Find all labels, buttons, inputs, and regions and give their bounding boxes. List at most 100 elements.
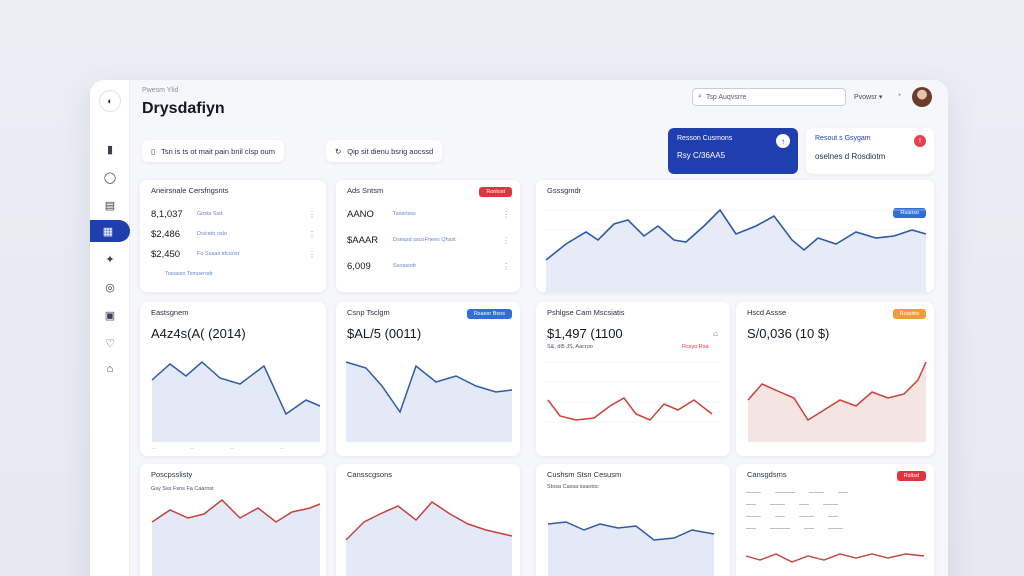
svg-text:—: — bbox=[190, 445, 194, 450]
trend-chart-1 bbox=[151, 499, 321, 576]
lock-icon[interactable]: ⌂ bbox=[713, 329, 718, 338]
stat-label: Tsosrtsss bbox=[393, 211, 416, 217]
clipboard-icon[interactable]: ▮ bbox=[106, 143, 114, 156]
more-icon[interactable]: ⋮ bbox=[502, 235, 510, 245]
status-badge[interactable]: Rsltsd bbox=[896, 471, 926, 481]
card-title: Eastsgnem bbox=[151, 308, 189, 317]
upload-icon[interactable]: ↑ bbox=[776, 134, 790, 148]
card-title: Gsssgmdr bbox=[547, 186, 582, 195]
app-logo-icon[interactable]: ◐ bbox=[99, 90, 121, 112]
stat-value: $2,450 bbox=[151, 248, 181, 260]
card-title: Pshlgse Cam Mscsiatis bbox=[547, 308, 625, 317]
notification-icon[interactable]: ◔ bbox=[896, 90, 902, 100]
stat-row: AANO Tsosrtsss ⋮ bbox=[347, 208, 510, 220]
alert-icon[interactable]: ! bbox=[914, 135, 926, 147]
search-icon: ⌕ bbox=[698, 93, 702, 100]
trend-chart-4 bbox=[745, 553, 925, 563]
card-title: Csnp Tsclgm bbox=[347, 308, 390, 317]
table-row: ——— ———— ——— —— bbox=[746, 489, 848, 496]
kpi-value: $1,497 (1100 bbox=[547, 326, 623, 341]
stat-value: 8,1,037 bbox=[151, 208, 183, 220]
stat-label: Ssoasodr bbox=[393, 263, 417, 269]
more-icon[interactable]: ⋮ bbox=[502, 261, 510, 271]
promo-title: Resout s Gsygam bbox=[815, 135, 871, 142]
more-icon[interactable]: ⋮ bbox=[502, 209, 510, 219]
stat-value: AANO bbox=[347, 208, 374, 220]
stat-row: $2,450 Fo Ssaas idcoosr ⋮ bbox=[151, 248, 316, 260]
stat-label: Fo Ssaas idcoosr bbox=[197, 251, 240, 257]
trend-card-3: Cushsm Stsn Cesusm Stosa Cassa ssaotoc bbox=[536, 464, 730, 576]
kpi-line-chart-4 bbox=[747, 361, 927, 442]
kpi-sub-left: S&, dl5 JS, Aacroo bbox=[547, 344, 593, 350]
brand-subtitle: Pwesm Ylid bbox=[142, 87, 179, 94]
message-icon[interactable]: ♡ bbox=[105, 337, 115, 350]
card-title: Cansgdsms bbox=[747, 470, 787, 479]
stat-row: 8,1,037 Gosts Ssd ⋮ bbox=[151, 208, 316, 220]
trend-card-1: Poscpsslisty Gsy Sss Fsns Fa Caarnst bbox=[140, 464, 326, 576]
more-icon[interactable]: ⋮ bbox=[308, 229, 316, 239]
promo-card-primary[interactable]: Resson Cusmons Rsy C/36AA5 ↑ bbox=[668, 128, 798, 174]
range-badge[interactable]: Rsaoso bbox=[893, 208, 926, 218]
globe-icon[interactable]: ◎ bbox=[105, 281, 115, 294]
stat-label: Gosts Ssd bbox=[197, 211, 223, 217]
status-badge[interactable]: Rsaesr Bsos bbox=[466, 309, 512, 319]
kpi-line-chart-2 bbox=[345, 361, 513, 442]
stat-row: $AAAR Dseasd sscoFnees Qhsst ⋮ bbox=[347, 234, 510, 246]
document-icon[interactable]: ▤ bbox=[104, 199, 116, 212]
kpi-line-chart-3 bbox=[546, 361, 720, 423]
card-subtitle: Gsy Sss Fsns Fa Caarnst bbox=[151, 486, 214, 492]
dashboard-icon[interactable]: ▦ bbox=[90, 220, 130, 242]
table-row: —————————— bbox=[746, 513, 838, 520]
avatar[interactable] bbox=[912, 87, 932, 107]
card-title: Aneirsnale Cersfngsnts bbox=[151, 186, 229, 195]
kpi-chart-card-1: Eastsgnem A4z4s(A( (2014) — — — — bbox=[140, 302, 326, 456]
stat-value: $2,486 bbox=[151, 228, 181, 240]
top-line-chart bbox=[545, 208, 927, 292]
sidebar: ◐ ▮ ◯ ▤ ▦ ✦ ◎ ▣ ♡ ⌂ bbox=[90, 80, 130, 576]
filter-chip-1[interactable]: ▯ Tsn is ts ot mait pain bnil clsp oum bbox=[142, 140, 284, 162]
home-icon[interactable]: ⌂ bbox=[106, 363, 114, 375]
kpi-chart-card-4: Hscd Assse Roaotrs S/0,036 (10 $) bbox=[736, 302, 934, 456]
stats-card-left: Aneirsnale Cersfngsnts 8,1,037 Gosts Ssd… bbox=[140, 180, 326, 292]
dashboard-window: ◐ ▮ ◯ ▤ ▦ ✦ ◎ ▣ ♡ ⌂ Pwesm Ylid Drysdafiy… bbox=[90, 80, 948, 576]
kpi-value: $AL/5 (0011) bbox=[347, 326, 422, 341]
list-icon: ▯ bbox=[151, 146, 156, 156]
chip-label: Qip sit dienu bsrig aocssd bbox=[347, 146, 434, 156]
stat-label: Dsiceto oslo bbox=[197, 231, 227, 237]
chat-icon[interactable]: ◯ bbox=[103, 171, 117, 184]
svg-text:—: — bbox=[280, 445, 284, 450]
kpi-value: S/0,036 (10 $) bbox=[747, 326, 830, 341]
calendar-icon[interactable]: ▣ bbox=[104, 309, 116, 322]
card-title: Ads Sntsm bbox=[347, 186, 384, 195]
more-icon[interactable]: ⋮ bbox=[308, 249, 316, 259]
card-title: Poscpsslisty bbox=[151, 470, 193, 479]
promo-card-secondary[interactable]: Resout s Gsygam oselnes d Rosdiotm ! bbox=[806, 128, 934, 174]
table-row: —————————— bbox=[746, 501, 838, 508]
table-card: Cansgdsms Rsltsd ——— ———— ——— —— —— ——— —— ———… bbox=[736, 464, 934, 576]
svg-text:—: — bbox=[152, 445, 156, 450]
filter-chip-2[interactable]: ↻ Qip sit dienu bsrig aocssd bbox=[326, 140, 443, 162]
kpi-line-chart-1: — — — — bbox=[151, 361, 321, 450]
kpi-value: A4z4s(A( (2014) bbox=[151, 326, 246, 341]
stat-label: Dseasd sscoFnees Qhsst bbox=[393, 237, 456, 243]
promo-value: Rsy C/36AA5 bbox=[677, 151, 726, 160]
top-line-chart-card: Gsssgmdr Rsaoso bbox=[536, 180, 934, 292]
trend-chart-2 bbox=[345, 501, 513, 576]
stat-label: Toeasso Tsmoerodr bbox=[165, 271, 213, 277]
promo-title: Resson Cusmons bbox=[677, 135, 733, 142]
stat-row: 6,009 Ssoasodr ⋮ bbox=[347, 260, 510, 272]
card-subtitle: Stosa Cassa ssaotoc bbox=[547, 484, 599, 490]
more-icon[interactable]: ⋮ bbox=[308, 209, 316, 219]
promo-value: oselnes d Rosdiotm bbox=[815, 152, 886, 161]
kpi-chart-card-2: Csnp Tsclgm Rsaesr Bsos $AL/5 (0011) bbox=[336, 302, 520, 456]
kpi-chart-card-3: Pshlgse Cam Mscsiatis $1,497 (1100 ⌂ S&,… bbox=[536, 302, 730, 456]
status-badge[interactable]: Ronlost bbox=[479, 187, 512, 197]
chip-label: Tsn is ts ot mait pain bnil clsp oum bbox=[161, 146, 275, 156]
search-input[interactable]: ⌕ Tsp Auqvsrre bbox=[692, 88, 846, 106]
stats-card-mid: Ads Sntsm Ronlost AANO Tsosrtsss ⋮ $AAAR… bbox=[336, 180, 520, 292]
trend-chart-3 bbox=[547, 521, 715, 576]
user-menu[interactable]: Pvowsr ▾ bbox=[854, 94, 883, 101]
puzzle-icon[interactable]: ✦ bbox=[105, 253, 115, 266]
card-title: Cansscgsons bbox=[347, 470, 393, 479]
status-badge[interactable]: Roaotrs bbox=[892, 309, 926, 319]
